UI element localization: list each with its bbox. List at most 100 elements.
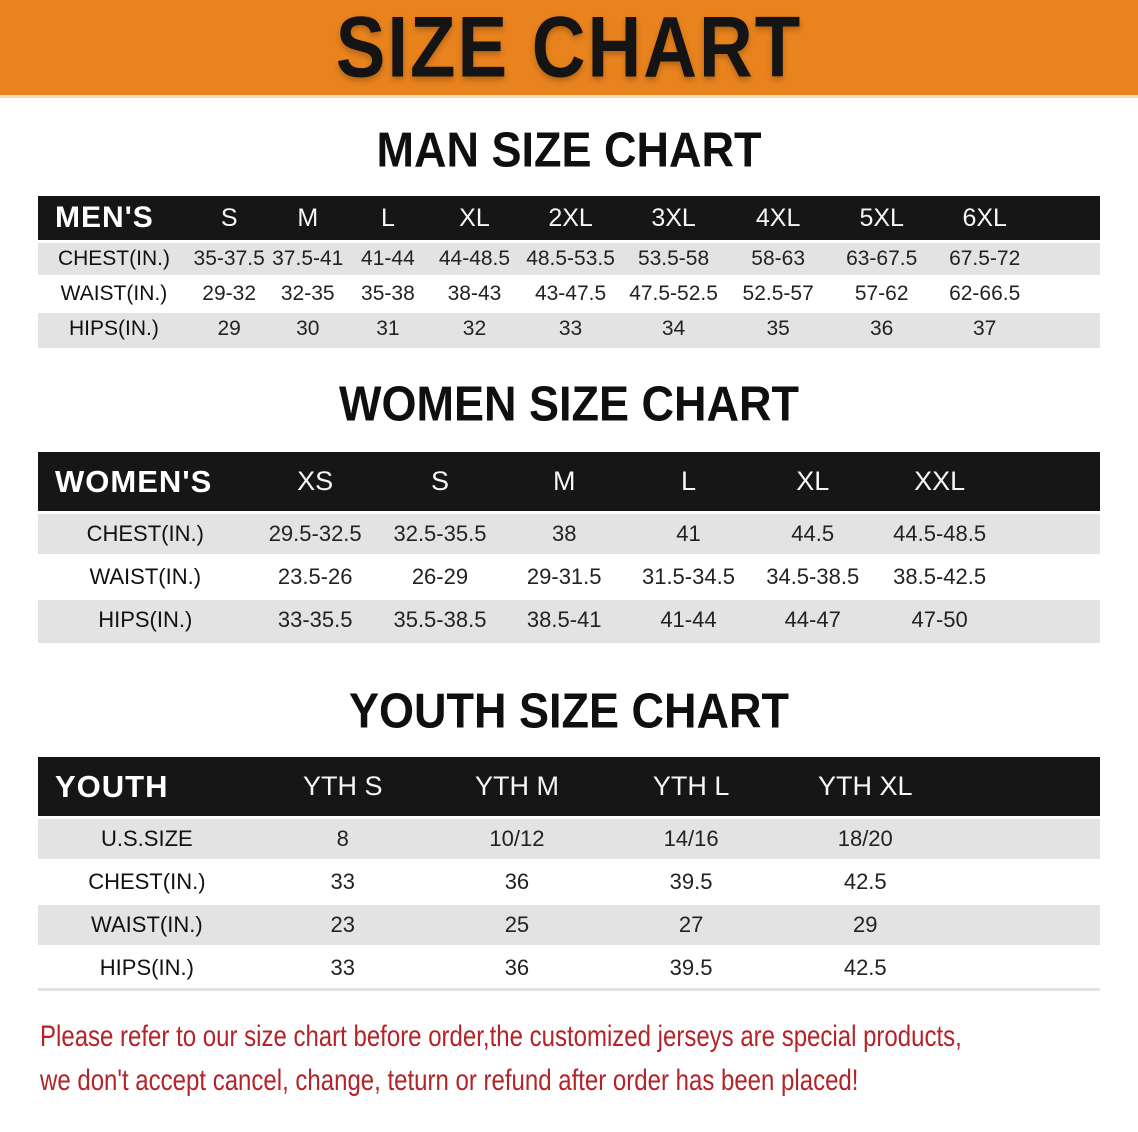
- measurement-row-label: WAIST(IN.): [38, 554, 253, 597]
- size-value-cell: 26-29: [377, 554, 503, 597]
- measurement-row-label: HIPS(IN.): [38, 597, 253, 640]
- size-value-cell: 44.5-48.5: [874, 511, 1005, 554]
- row-spacer: [1036, 310, 1100, 345]
- size-value-cell: 29.5-32.5: [252, 511, 378, 554]
- size-value-cell: 42.5: [778, 945, 953, 988]
- row-spacer: [952, 902, 1100, 945]
- measurement-row-label: WAIST(IN.): [38, 902, 256, 945]
- measurement-row-label: HIPS(IN.): [38, 310, 190, 345]
- row-spacer: [1036, 275, 1100, 310]
- page-title: SIZE CHART: [335, 0, 803, 96]
- size-value-cell: 32: [428, 310, 521, 345]
- size-column-header: L: [626, 452, 751, 511]
- size-value-cell: 33: [520, 310, 621, 345]
- men-section-title: MAN SIZE CHART: [376, 121, 762, 178]
- row-spacer: [952, 816, 1100, 859]
- size-value-cell: 67.5-72: [933, 240, 1037, 275]
- group-label: WOMEN'S: [38, 452, 253, 511]
- size-value-cell: 47.5-52.5: [621, 275, 727, 310]
- size-value-cell: 18/20: [778, 816, 953, 859]
- row-spacer: [1004, 554, 1100, 597]
- size-value-cell: 35: [726, 310, 831, 345]
- size-value-cell: 23.5-26: [252, 554, 378, 597]
- size-column-header: 6XL: [933, 196, 1037, 240]
- size-value-cell: 37.5-41: [268, 240, 348, 275]
- size-value-cell: 8: [255, 816, 430, 859]
- size-value-cell: 32.5-35.5: [377, 511, 503, 554]
- size-value-cell: 38.5-41: [502, 597, 627, 640]
- row-spacer: [1036, 240, 1100, 275]
- size-value-cell: 33: [255, 945, 430, 988]
- row-spacer: [952, 859, 1100, 902]
- size-value-cell: 14/16: [604, 816, 779, 859]
- size-column-header: M: [268, 196, 348, 240]
- size-column-header: XXL: [874, 452, 1005, 511]
- table-row: CHEST(IN.) 29.5-32.5 32.5-35.5 38 41 44.5 44.5…: [38, 511, 1100, 554]
- size-value-cell: 63-67.5: [830, 240, 934, 275]
- size-value-cell: 57-62: [830, 275, 934, 310]
- measurement-row-label: CHEST(IN.): [38, 511, 253, 554]
- size-value-cell: 44-48.5: [428, 240, 521, 275]
- size-value-cell: 36: [429, 859, 605, 902]
- table-row: HIPS(IN.) 33 36 39.5 42.5: [38, 945, 1100, 988]
- size-column-header: YTH M: [429, 757, 605, 816]
- size-value-cell: 29-31.5: [502, 554, 627, 597]
- size-value-cell: 29: [189, 310, 269, 345]
- size-value-cell: 33: [255, 859, 430, 902]
- disclaimer-line-1: Please refer to our size chart before or…: [40, 1020, 962, 1053]
- table-row: HIPS(IN.) 33-35.5 35.5-38.5 38.5-41 41-44 44-…: [38, 597, 1100, 640]
- size-value-cell: 44.5: [750, 511, 875, 554]
- size-value-cell: 36: [830, 310, 934, 345]
- size-value-cell: 30: [268, 310, 348, 345]
- size-column-header: XL: [750, 452, 875, 511]
- size-value-cell: 32-35: [268, 275, 348, 310]
- size-column-header: 3XL: [621, 196, 727, 240]
- size-value-cell: 37: [933, 310, 1037, 345]
- size-value-cell: 31.5-34.5: [626, 554, 751, 597]
- size-value-cell: 23: [255, 902, 430, 945]
- size-value-cell: 35-38: [347, 275, 429, 310]
- size-column-header: YTH XL: [778, 757, 953, 816]
- size-column-header: XL: [428, 196, 521, 240]
- row-spacer: [1004, 597, 1100, 640]
- size-value-cell: 33-35.5: [252, 597, 378, 640]
- measurement-row-label: WAIST(IN.): [38, 275, 190, 310]
- table-row: WAIST(IN.) 23 25 27 29: [38, 902, 1100, 945]
- youth-section-title: YOUTH SIZE CHART: [348, 682, 789, 739]
- size-value-cell: 42.5: [778, 859, 953, 902]
- men-size-table: MEN'S S M L XL 2XL 3XL 4XL 5XL 6XL CHEST(IN.) 35-37…: [38, 196, 1100, 348]
- table-row: HIPS(IN.) 29 30 31 32 33 34 35 36 37: [38, 310, 1100, 345]
- women-section-title: WOMEN SIZE CHART: [339, 375, 799, 432]
- size-value-cell: 10/12: [429, 816, 605, 859]
- size-column-header: S: [377, 452, 503, 511]
- size-value-cell: 53.5-58: [621, 240, 727, 275]
- header-spacer: [1036, 196, 1100, 240]
- youth-size-table: YOUTH YTH S YTH M YTH L YTH XL U.S.SIZE 8 10/12…: [38, 757, 1100, 991]
- table-row: CHEST(IN.) 33 36 39.5 42.5: [38, 859, 1100, 902]
- table-row: WAIST(IN.) 29-32 32-35 35-38 38-43 43-47.5 47.…: [38, 275, 1100, 310]
- size-value-cell: 39.5: [604, 859, 779, 902]
- measurement-row-label: CHEST(IN.): [38, 859, 256, 902]
- size-value-cell: 34.5-38.5: [750, 554, 875, 597]
- size-value-cell: 29-32: [189, 275, 269, 310]
- size-value-cell: 58-63: [726, 240, 831, 275]
- size-value-cell: 38-43: [428, 275, 521, 310]
- size-value-cell: 31: [347, 310, 429, 345]
- size-column-header: 2XL: [520, 196, 621, 240]
- size-value-cell: 41-44: [626, 597, 751, 640]
- section-women: WOMEN SIZE CHART WOMEN'S XS S M L XL XXL CHEST(…: [0, 375, 1138, 643]
- measurement-row-label: U.S.SIZE: [38, 816, 256, 859]
- size-value-cell: 43-47.5: [520, 275, 621, 310]
- size-value-cell: 34: [621, 310, 727, 345]
- size-value-cell: 35-37.5: [189, 240, 269, 275]
- group-label: MEN'S: [38, 196, 190, 240]
- size-header-row: MEN'S S M L XL 2XL 3XL 4XL 5XL 6XL: [38, 196, 1100, 240]
- group-label: YOUTH: [38, 757, 256, 816]
- header-spacer: [952, 757, 1100, 816]
- size-value-cell: 38.5-42.5: [874, 554, 1005, 597]
- women-size-table: WOMEN'S XS S M L XL XXL CHEST(IN.) 29.5-32.5 32.5…: [38, 452, 1100, 643]
- size-value-cell: 29: [778, 902, 953, 945]
- measurement-row-label: HIPS(IN.): [38, 945, 256, 988]
- table-row: CHEST(IN.) 35-37.5 37.5-41 41-44 44-48.5 48.5…: [38, 240, 1100, 275]
